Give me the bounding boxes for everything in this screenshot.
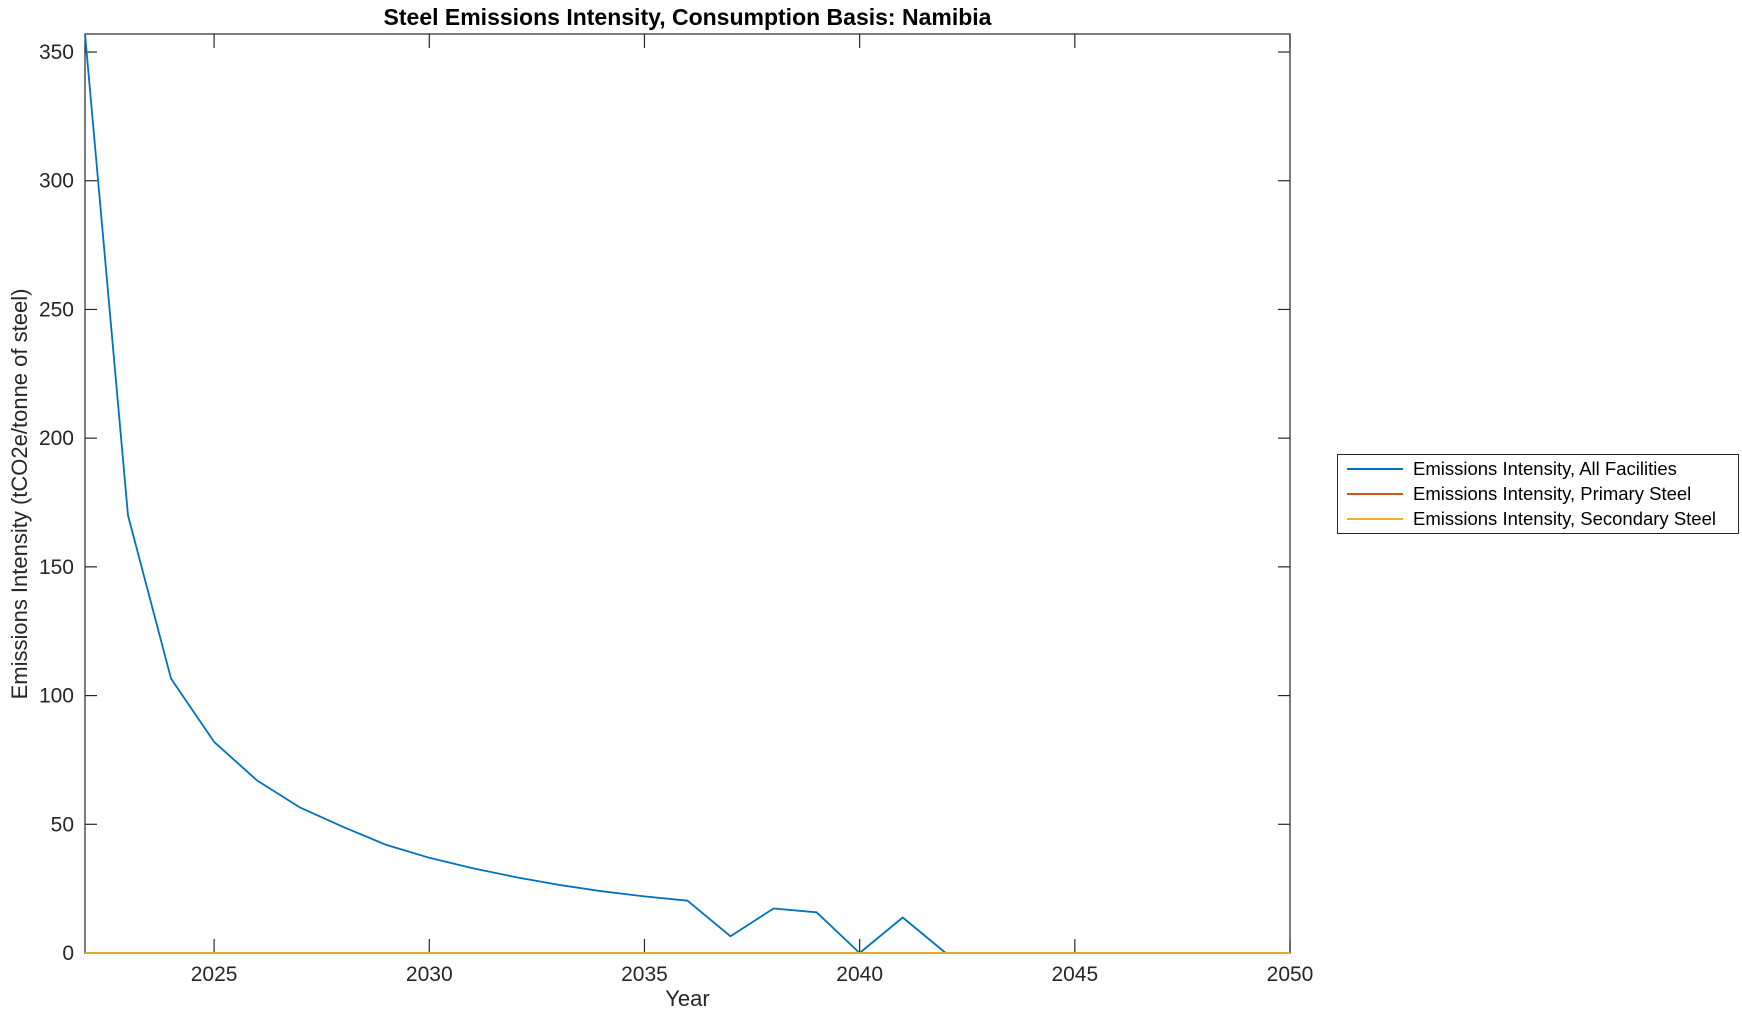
y-tick-label: 250 [39,298,74,321]
x-tick-label: 2025 [191,963,238,986]
legend-label: Emissions Intensity, All Facilities [1413,458,1677,479]
plot-border [84,33,1291,954]
legend-line-swatch-yellow [1347,518,1403,520]
legend-line-swatch-orange [1347,493,1403,495]
legend-label: Emissions Intensity, Secondary Steel [1413,508,1716,529]
y-tick-label: 100 [39,685,74,708]
series-line-all-facilities [84,33,1290,954]
legend-label: Emissions Intensity, Primary Steel [1413,483,1692,504]
x-tick-label: 2050 [1267,963,1314,986]
legend-line-swatch-blue [1347,468,1403,470]
legend: Emissions Intensity, All Facilities Emis… [1337,454,1739,534]
x-tick-label: 2040 [836,963,883,986]
y-tick-label: 200 [39,427,74,450]
chart-title: Steel Emissions Intensity, Consumption B… [383,4,992,30]
y-tick-label: 300 [39,170,74,193]
x-tick-label: 2045 [1051,963,1098,986]
legend-item-primary-steel: Emissions Intensity, Primary Steel [1347,483,1738,505]
y-tick-label: 50 [51,813,74,836]
legend-item-all-facilities: Emissions Intensity, All Facilities [1347,458,1738,480]
x-axis-label: Year [665,986,710,1011]
y-tick-label: 0 [62,942,74,965]
y-tick-label: 150 [39,556,74,579]
x-tick-label: 2030 [406,963,453,986]
x-tick-label: 2035 [621,963,668,986]
legend-item-secondary-steel: Emissions Intensity, Secondary Steel [1347,508,1738,530]
y-tick-label: 350 [39,41,74,64]
